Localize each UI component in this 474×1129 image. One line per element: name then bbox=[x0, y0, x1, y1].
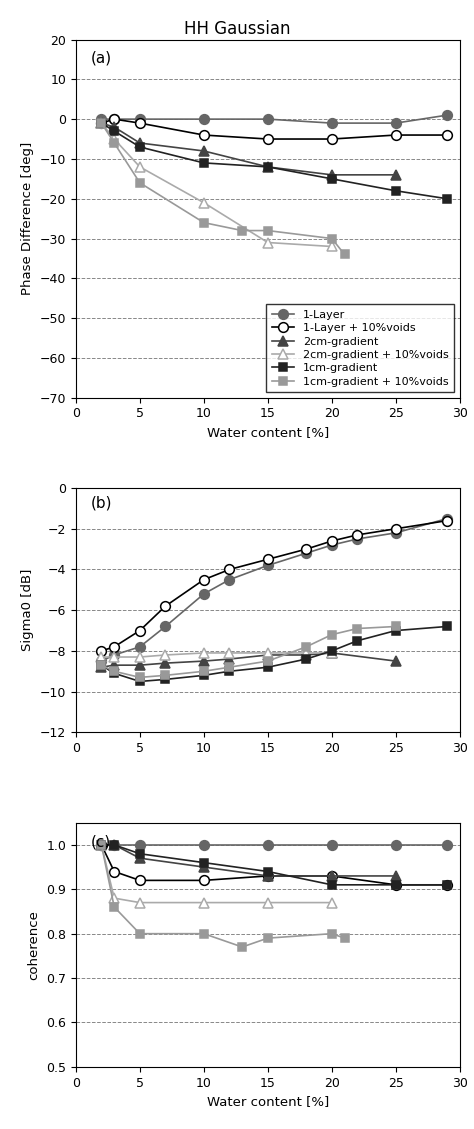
X-axis label: Water content [%]: Water content [%] bbox=[207, 1095, 329, 1109]
X-axis label: Water content [%]: Water content [%] bbox=[207, 426, 329, 439]
Text: HH Gaussian: HH Gaussian bbox=[184, 20, 290, 38]
Y-axis label: coherence: coherence bbox=[27, 910, 41, 980]
Legend: 1-Layer, 1-Layer + 10%voids, 2cm-gradient, 2cm-gradient + 10%voids, 1cm-gradient: 1-Layer, 1-Layer + 10%voids, 2cm-gradien… bbox=[266, 305, 454, 392]
Y-axis label: Sigma0 [dB]: Sigma0 [dB] bbox=[21, 569, 34, 651]
Text: (b): (b) bbox=[91, 496, 113, 510]
Text: (c): (c) bbox=[91, 834, 111, 850]
Y-axis label: Phase Difference [deg]: Phase Difference [deg] bbox=[21, 142, 34, 296]
Text: (a): (a) bbox=[91, 51, 112, 65]
